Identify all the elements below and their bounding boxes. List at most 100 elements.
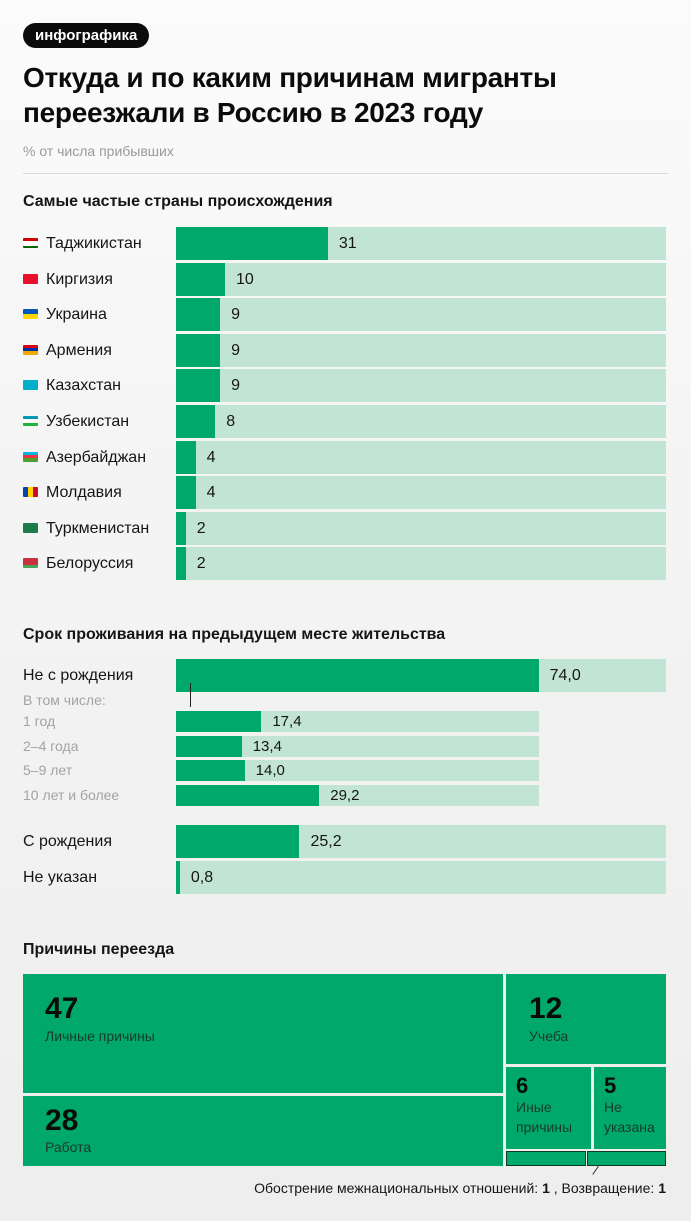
bar-fill [176,405,216,438]
bar-label: Белоруссия [23,547,133,580]
treemap-cell-other: 6 Иные причины [506,1067,591,1149]
bar-fill [176,711,262,732]
treemap-label: Личные причины [45,1028,155,1044]
bar-value-label: 31 [338,235,357,252]
residence-bar-row: С рождения 25,2 [0,825,691,858]
category-text: Украина [46,306,107,324]
bar-label: Молдавия [23,476,122,509]
country-bar-row: Белоруссия 2 [0,547,691,581]
residence-breakdown-row: 2–4 года 13,4 [0,735,691,757]
bar-fill [176,333,221,367]
category-text: Белоруссия [46,555,134,573]
bar-value-label: 0,8 [190,869,214,886]
treemap-label: Работа [45,1139,92,1155]
flag-kazakhstan-icon [23,380,38,391]
bar-value-label: 25,2 [310,833,342,850]
bar-label: Не с рождения [23,659,133,692]
residence-breakdown-row: 10 лет и более 29,2 [0,784,691,806]
flag-moldova-icon [23,487,38,498]
bar-value-label: 14,0 [255,762,285,779]
bar-track [176,440,666,474]
bar-label: 5–9 лет [23,760,72,781]
bar-value-label: 29,2 [330,786,360,804]
bar-label: Киргизия [23,263,113,296]
category-text: Казахстан [46,377,121,395]
bar-track [176,547,666,581]
country-bar-row: Армения 9 [0,333,691,367]
bar-track [176,262,666,296]
country-bar-row: Казахстан 9 [0,369,691,403]
treemap-footnote: Обострение межнациональных отношений: 1 … [254,1180,666,1196]
flag-tajikistan-icon [23,238,38,248]
bar-value-label: 2 [196,519,206,537]
bar-fill [176,476,196,510]
bar-value-label: 9 [231,377,240,395]
footnote-label-ethnic: Обострение межнациональных отношений: [254,1180,543,1196]
bar-value-label: 10 [236,270,254,288]
bar-value-label: 9 [231,306,240,324]
bar-track [176,861,666,894]
footnote-label-return: Возвращение: [561,1180,659,1196]
bar-fill [176,760,245,781]
bar-label: Туркменистан [23,512,149,545]
category-text: С рождения [23,833,112,850]
bar-fill [176,735,242,757]
countries-section-title: Самые частые страны происхождения [23,193,333,210]
category-text: Не указан [23,869,98,886]
bar-track [176,511,666,545]
country-bar-row: Молдавия 4 [0,476,691,510]
bar-track [176,659,666,692]
category-text: 2–4 года [23,737,79,754]
country-bar-row: Узбекистан 8 [0,405,691,438]
category-text: Не с рождения [23,667,134,684]
breakdown-connector [190,683,191,707]
bar-value-label: 4 [206,484,216,502]
bar-track [176,760,539,781]
treemap-cell-ethnic-tension [506,1151,586,1166]
page-title: Откуда и по каким причинам мигранты пере… [23,62,557,128]
treemap-label: Учеба [529,1028,569,1044]
bar-label: Украина [23,298,107,331]
reasons-section-title: Причины переезда [23,941,175,958]
residence-breakdown-row: 1 год 17,4 [0,711,691,732]
bar-track [176,227,666,260]
country-bar-row: Таджикистан 31 [0,227,691,260]
treemap-cell-return [587,1151,666,1166]
subtitle: % от числа прибывших [23,143,174,159]
bar-value-label: 13,4 [252,737,282,755]
bar-track [176,333,666,367]
category-text: Молдавия [46,484,122,502]
bar-track [176,735,539,757]
bar-fill [176,227,328,260]
category-text: 1 год [23,713,56,729]
bar-fill [176,659,539,692]
category-text: Таджикистан [46,235,142,252]
divider [23,173,668,174]
category-text: Армения [46,341,112,359]
treemap-cell-personal: 47 Личные причины [23,974,503,1093]
bar-fill [176,861,180,894]
bar-label: Не указан [23,861,97,894]
footnote-value-ethnic: 1 [542,1180,550,1196]
bar-fill [176,298,221,332]
bar-fill [176,262,225,296]
country-bar-row: Украина 9 [0,298,691,332]
treemap-value: 5 [604,1073,617,1098]
treemap-cell-study: 12 Учеба [506,974,666,1064]
residence-bar-row: Не указан 0,8 [0,861,691,894]
bar-label: Азербайджан [23,441,146,474]
treemap-value: 28 [45,1104,79,1137]
residence-bar-row: Не с рождения 74,0 [0,659,691,692]
bar-label: 2–4 года [23,736,78,757]
bar-label: Казахстан [23,369,121,402]
bar-fill [176,825,300,858]
bar-value-label: 2 [196,555,206,573]
flag-uzbekistan-icon [23,416,38,426]
bar-value-label: 17,4 [272,713,302,730]
category-text: Азербайджан [46,448,147,466]
breakdown-caption: В том числе: [23,692,106,708]
flag-azerbaijan-icon [23,451,38,462]
category-text: 5–9 лет [23,762,73,778]
bar-track [176,369,666,403]
bar-value-label: 9 [231,341,240,359]
